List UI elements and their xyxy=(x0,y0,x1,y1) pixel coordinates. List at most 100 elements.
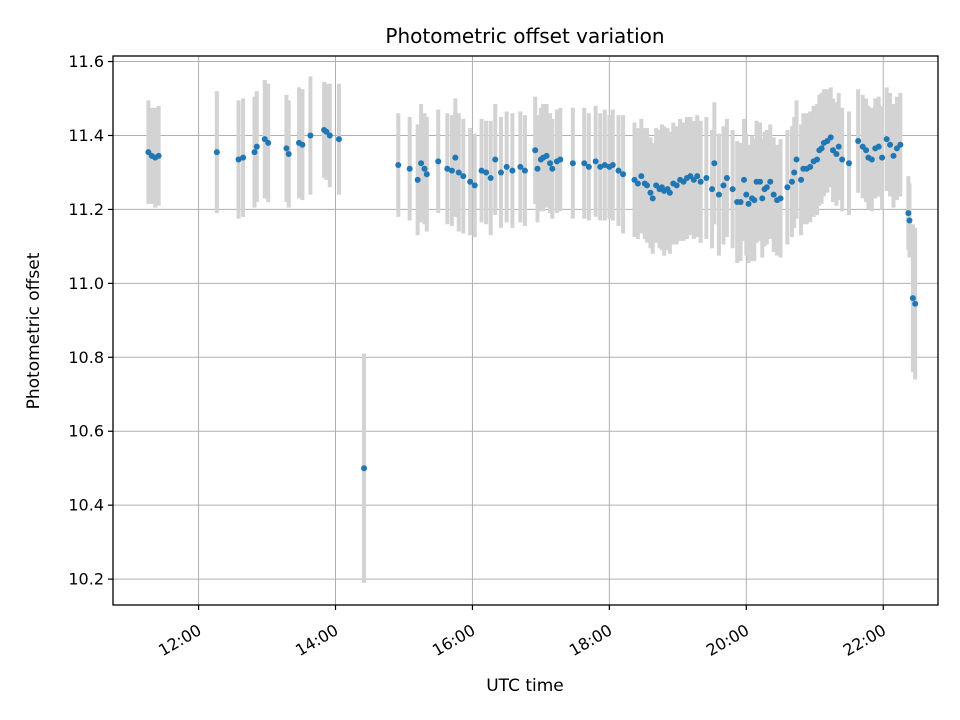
data-point xyxy=(414,176,421,183)
x-tick-label: 14:00 xyxy=(292,620,341,660)
y-tick-label: 10.2 xyxy=(68,570,104,589)
data-point xyxy=(798,176,805,183)
data-point xyxy=(673,182,680,189)
data-point xyxy=(697,178,704,185)
data-point xyxy=(770,191,777,198)
data-point xyxy=(483,169,490,176)
data-point xyxy=(361,465,368,472)
error-bars xyxy=(146,76,918,583)
data-point xyxy=(788,178,795,185)
data-point xyxy=(868,156,875,163)
data-point xyxy=(547,160,554,167)
data-point xyxy=(597,163,604,170)
data-point xyxy=(666,189,673,196)
x-tick-label: 16:00 xyxy=(429,620,478,660)
data-point xyxy=(756,178,763,185)
data-point xyxy=(487,175,494,181)
x-tick-label: 22:00 xyxy=(840,620,889,660)
y-tick-label: 11.4 xyxy=(68,126,104,145)
data-point xyxy=(767,178,774,185)
data-point xyxy=(649,195,656,202)
y-axis-title: Photometric offset xyxy=(24,252,44,409)
data-point xyxy=(509,167,516,174)
data-point xyxy=(723,175,730,181)
data-point xyxy=(335,136,342,143)
data-point xyxy=(423,171,430,178)
data-point xyxy=(875,143,882,150)
data-point xyxy=(503,163,510,170)
data-point xyxy=(455,169,462,176)
data-point xyxy=(791,169,798,176)
data-point xyxy=(737,199,744,206)
data-point xyxy=(581,160,588,167)
chart-title: Photometric offset variation xyxy=(385,24,664,48)
data-point xyxy=(855,138,862,145)
data-point xyxy=(745,200,752,207)
data-point xyxy=(585,163,592,170)
data-point xyxy=(532,147,539,154)
data-point xyxy=(326,132,333,139)
data-point xyxy=(741,176,748,183)
data-point xyxy=(839,156,846,163)
data-point xyxy=(827,134,834,141)
data-point xyxy=(557,156,564,163)
data-point xyxy=(647,189,654,196)
data-point xyxy=(709,186,716,193)
data-point xyxy=(879,154,886,161)
data-point xyxy=(609,162,616,169)
data-point xyxy=(521,167,528,174)
data-point xyxy=(833,150,840,157)
data-point xyxy=(743,191,750,198)
data-point xyxy=(421,165,428,172)
data-point xyxy=(265,139,272,146)
data-point xyxy=(711,160,718,167)
data-point xyxy=(444,165,451,172)
data-point xyxy=(307,132,314,139)
data-point xyxy=(448,167,455,174)
data-point xyxy=(759,195,766,202)
data-point xyxy=(897,141,904,148)
data-point xyxy=(909,295,916,302)
data-point xyxy=(720,182,727,189)
data-point xyxy=(418,160,425,167)
data-point xyxy=(615,167,622,174)
data-point xyxy=(694,173,701,180)
data-point xyxy=(452,154,459,161)
data-point xyxy=(905,210,912,217)
y-tick-label: 10.4 xyxy=(68,496,104,515)
data-point xyxy=(638,173,645,180)
data-point xyxy=(283,145,290,152)
data-point xyxy=(912,300,919,307)
data-point xyxy=(601,162,608,169)
data-point xyxy=(285,150,292,157)
data-point xyxy=(763,184,770,191)
data-point xyxy=(478,167,485,174)
data-point xyxy=(155,152,162,159)
data-point xyxy=(549,165,556,172)
data-point xyxy=(703,175,710,181)
data-point xyxy=(906,217,913,224)
data-point xyxy=(634,180,641,187)
data-point xyxy=(543,152,550,159)
data-point xyxy=(729,186,736,193)
y-tick-label: 11.0 xyxy=(68,274,104,293)
data-point xyxy=(492,156,499,163)
data-point xyxy=(835,143,842,150)
data-point xyxy=(534,165,541,172)
data-point xyxy=(883,136,890,143)
data-point xyxy=(784,184,791,191)
x-axis-title: UTC time xyxy=(486,676,564,696)
data-point xyxy=(213,149,220,156)
data-point xyxy=(299,141,306,148)
x-tick-label: 20:00 xyxy=(703,620,752,660)
data-point xyxy=(715,191,722,198)
data-point xyxy=(890,152,897,159)
data-point xyxy=(460,173,467,180)
data-point xyxy=(845,160,852,167)
data-point xyxy=(240,154,247,161)
data-point xyxy=(467,178,474,185)
data-point xyxy=(863,147,870,154)
data-point xyxy=(235,156,242,163)
